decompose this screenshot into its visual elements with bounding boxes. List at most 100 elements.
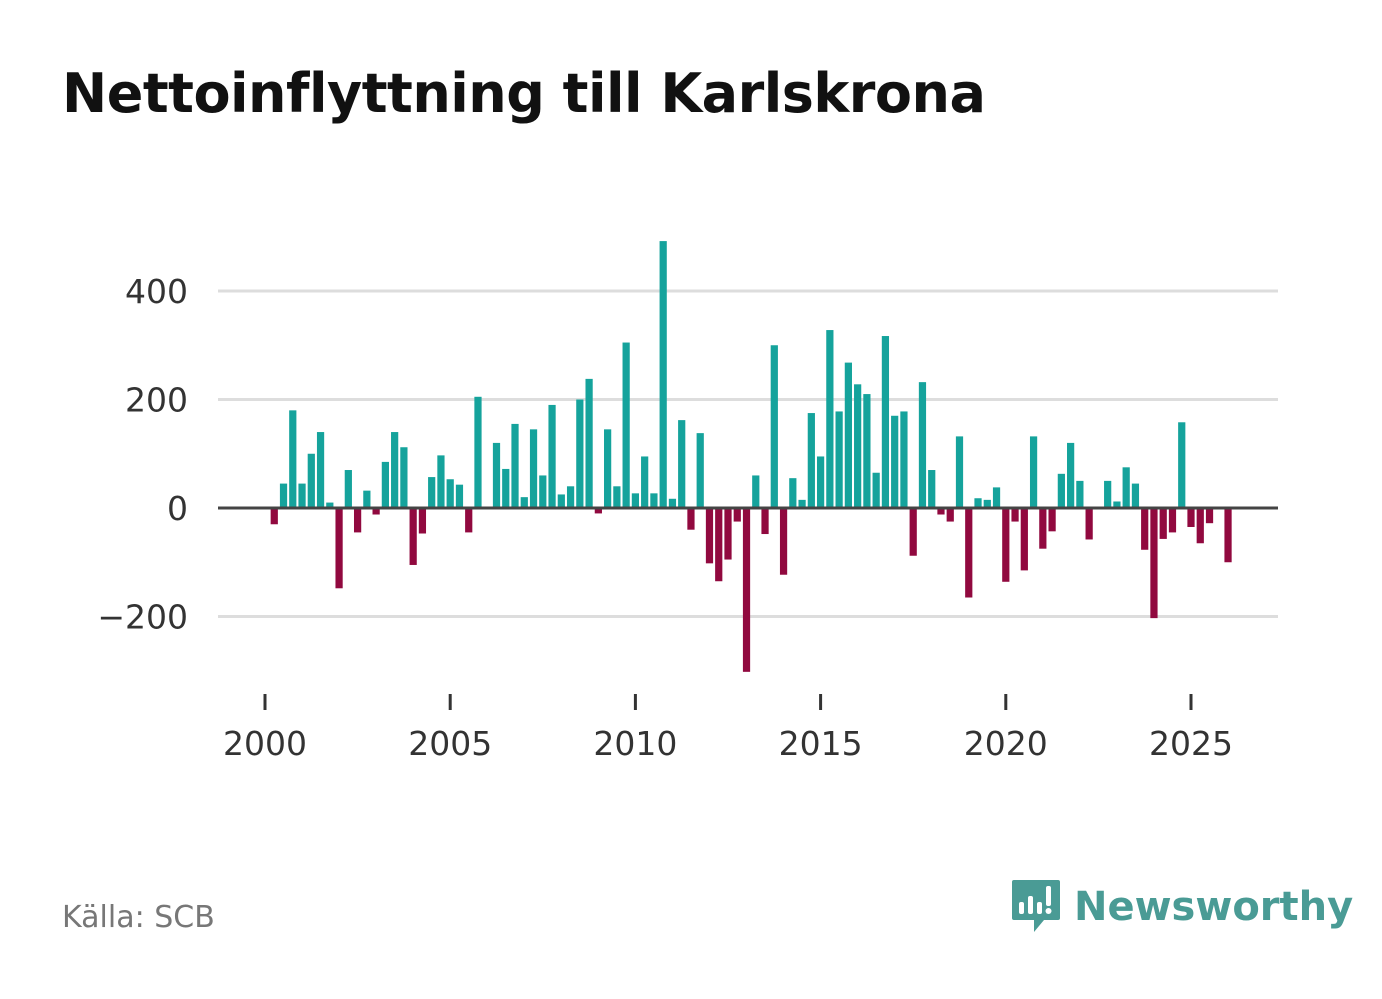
bar-positive bbox=[752, 475, 760, 508]
bar-negative bbox=[1020, 508, 1028, 571]
bar-negative bbox=[1048, 508, 1056, 532]
bar-negative bbox=[946, 508, 954, 522]
bar-positive bbox=[557, 494, 565, 508]
bar-negative bbox=[594, 508, 602, 514]
bars bbox=[270, 241, 1232, 672]
bar-negative bbox=[1224, 508, 1232, 563]
bar-negative bbox=[1205, 508, 1214, 524]
bar-negative bbox=[687, 508, 695, 530]
bar-negative bbox=[1187, 508, 1195, 527]
bar-positive bbox=[344, 470, 352, 508]
bar-positive bbox=[659, 241, 667, 508]
bar-negative bbox=[965, 508, 973, 598]
bar-positive bbox=[576, 399, 584, 508]
bar-positive bbox=[974, 498, 982, 508]
y-tick-label: 200 bbox=[125, 381, 188, 420]
bar-positive bbox=[520, 497, 528, 508]
bar-negative bbox=[761, 508, 769, 535]
bar-positive bbox=[789, 478, 797, 508]
x-tick-label: 2000 bbox=[223, 724, 307, 763]
bar-positive bbox=[446, 479, 454, 508]
bar-positive bbox=[437, 455, 445, 508]
bar-negative bbox=[909, 508, 917, 556]
bar-positive bbox=[650, 493, 658, 508]
bar-positive bbox=[668, 498, 677, 508]
bar-positive bbox=[613, 486, 621, 508]
bar-positive bbox=[1067, 442, 1075, 508]
bar-positive bbox=[428, 477, 436, 508]
bar-positive bbox=[816, 456, 825, 508]
bar-negative bbox=[353, 508, 362, 533]
bar-positive bbox=[307, 453, 315, 508]
y-axis: −200 0 200 400 bbox=[97, 272, 188, 637]
bar-negative bbox=[715, 508, 723, 582]
newsworthy-logo-icon bbox=[1012, 880, 1060, 932]
bar-positive bbox=[381, 461, 389, 508]
bar-positive bbox=[641, 456, 649, 508]
bar-positive bbox=[1076, 480, 1084, 509]
bar-negative bbox=[1002, 508, 1010, 582]
bar-positive bbox=[770, 345, 778, 508]
bar-positive bbox=[279, 483, 288, 508]
brand-name: Newsworthy bbox=[1074, 884, 1354, 930]
bar-negative bbox=[1039, 508, 1047, 549]
x-axis: 2000 2005 2010 2015 2020 2025 bbox=[223, 694, 1233, 763]
bar-positive bbox=[539, 475, 547, 508]
bar-positive bbox=[326, 502, 334, 508]
bar-positive bbox=[511, 423, 519, 508]
bar-negative bbox=[937, 508, 945, 515]
bar-positive bbox=[1131, 483, 1140, 508]
bar-negative bbox=[465, 508, 473, 533]
bar-positive bbox=[631, 493, 640, 508]
source-note: Källa: SCB bbox=[62, 900, 215, 935]
bar-positive bbox=[474, 396, 482, 508]
bar-positive bbox=[854, 384, 862, 508]
y-tick-label: 400 bbox=[125, 272, 188, 311]
bar-positive bbox=[548, 404, 556, 508]
bar-positive bbox=[872, 472, 880, 508]
bar-positive bbox=[983, 499, 991, 508]
bar-positive bbox=[807, 413, 815, 508]
bar-negative bbox=[742, 508, 751, 672]
bar-positive bbox=[502, 468, 510, 508]
bar-negative bbox=[1085, 508, 1093, 540]
chart-title: Nettoinflyttning till Karlskrona bbox=[62, 62, 986, 125]
bar-negative bbox=[1011, 508, 1019, 522]
bar-positive bbox=[826, 330, 834, 508]
bar-negative bbox=[270, 508, 278, 525]
bar-positive bbox=[316, 432, 325, 508]
y-tick-label: 0 bbox=[167, 489, 188, 528]
bar-positive bbox=[455, 484, 464, 508]
bar-negative bbox=[724, 508, 732, 560]
bar-negative bbox=[372, 508, 380, 515]
bar-negative bbox=[1159, 508, 1167, 539]
bar-positive bbox=[881, 336, 890, 508]
x-tick-label: 2010 bbox=[593, 724, 677, 763]
x-tick-label: 2015 bbox=[779, 724, 863, 763]
bar-negative bbox=[779, 508, 788, 575]
bar-positive bbox=[678, 420, 686, 508]
bar-positive bbox=[955, 436, 964, 508]
bar-negative bbox=[705, 508, 714, 564]
bar-positive bbox=[391, 432, 399, 508]
bar-negative bbox=[1150, 508, 1158, 619]
bar-positive bbox=[900, 411, 908, 508]
bar-positive bbox=[400, 447, 408, 508]
bar-positive bbox=[918, 382, 927, 508]
bar-positive bbox=[696, 433, 704, 508]
bar-positive bbox=[289, 410, 297, 508]
bar-negative bbox=[1196, 508, 1204, 544]
bar-positive bbox=[863, 394, 871, 508]
bar-positive bbox=[492, 442, 501, 508]
bar-positive bbox=[928, 470, 936, 508]
bar-positive bbox=[1178, 422, 1186, 508]
x-tick-label: 2020 bbox=[964, 724, 1048, 763]
bar-positive bbox=[835, 411, 843, 508]
bar-positive bbox=[585, 378, 593, 508]
bar-positive bbox=[992, 487, 1001, 508]
x-tick-label: 2025 bbox=[1149, 724, 1233, 763]
bar-positive bbox=[529, 429, 538, 508]
bar-positive bbox=[1104, 480, 1112, 509]
bar-negative bbox=[1141, 508, 1149, 550]
